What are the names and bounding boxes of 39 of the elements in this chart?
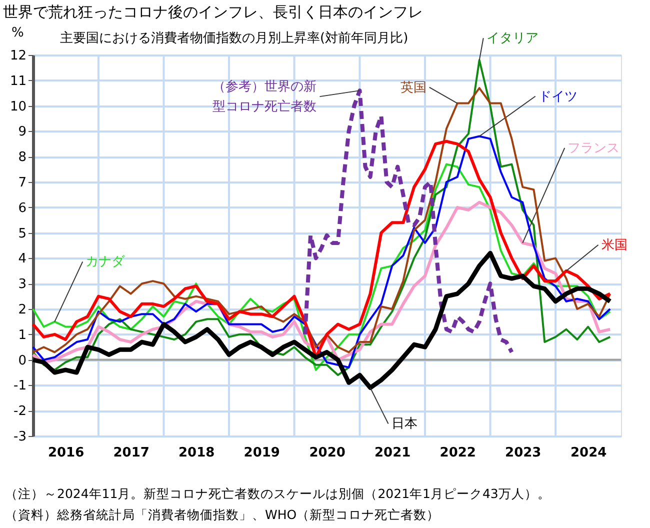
text: 日本: [391, 416, 418, 432]
y-tick-label: -3: [14, 430, 26, 444]
y-tick-label: 11: [10, 74, 26, 89]
text: （注）～2024年11月。新型コロナ死亡者数のスケールは別個（2021年1月ピーク43万人）。: [5, 486, 550, 501]
y-tick-label: 4: [18, 252, 26, 267]
text: 英国: [400, 80, 426, 96]
y-tick-label: 5: [18, 226, 26, 242]
text: 米国: [601, 238, 628, 253]
x-tick-label: 2017: [113, 446, 150, 460]
chart-subtitle: 主要国における消費者物価指数の月別上昇率(対前年同月比): [60, 30, 408, 46]
x-tick-label: 2016: [48, 446, 84, 460]
text: （参考）世界の新型コロナ死亡者数: [212, 80, 317, 115]
y-tick-label: 8: [18, 150, 26, 166]
y-tick-label: -1: [14, 378, 26, 394]
y-tick-label: 10: [10, 99, 26, 114]
y-tick-label: 0: [18, 353, 26, 368]
text: フランス: [568, 140, 620, 156]
text: ドイツ: [538, 89, 578, 104]
series-label: イタリア: [486, 31, 538, 46]
text: （資料）総務省統計局「消費者物価指数」、WHO（新型コロナ死亡者数）: [5, 507, 440, 522]
x-tick-label: 2020: [309, 446, 346, 460]
y-tick-label: 2: [18, 302, 26, 318]
x-tick-label: 2021: [374, 446, 411, 460]
y-tick-label: 7: [18, 176, 26, 190]
y-tick-label: 3: [18, 277, 26, 292]
x-tick-label: 2018: [178, 446, 215, 460]
y-tick-label: 12: [10, 48, 26, 64]
y-tick-label: -2: [14, 404, 26, 420]
text: カナダ: [86, 254, 126, 270]
line-series: [30, 250, 612, 390]
x-tick-label: 2023: [505, 446, 542, 460]
y-axis-title: %: [12, 26, 24, 40]
chart-title: 世界で荒れ狂ったコロナ後のインフレ、長引く日本のインフレ: [3, 3, 423, 21]
x-tick-label: 2019: [244, 446, 280, 460]
x-tick-label: 2024: [570, 446, 607, 460]
y-tick-label: 9: [18, 124, 26, 140]
y-tick-label: 6: [18, 200, 26, 216]
x-tick-label: 2022: [440, 446, 476, 460]
y-tick-label: 1: [18, 328, 26, 343]
